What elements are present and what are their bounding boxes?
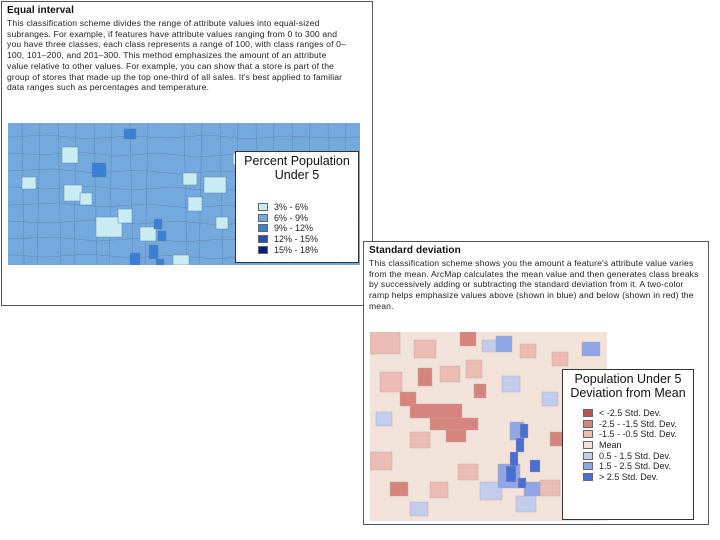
legend-item: 1.5 - 2.5 Std. Dev. xyxy=(583,461,677,472)
legend-swatch xyxy=(583,451,593,460)
equal-interval-legend-title: Percent Population Under 5 xyxy=(244,154,350,182)
standard-deviation-legend: Population Under 5 Deviation from Mean <… xyxy=(562,369,694,520)
equal-interval-panel: Equal interval This classification schem… xyxy=(1,1,373,306)
legend-item: 6% - 9% xyxy=(258,213,318,224)
equal-interval-title: Equal interval xyxy=(7,5,74,16)
standard-deviation-title: Standard deviation xyxy=(369,245,461,256)
legend-item: -2.5 - -1.5 Std. Dev. xyxy=(583,419,677,430)
legend-item: > 2.5 Std. Dev. xyxy=(583,472,677,483)
legend-item-label: Mean xyxy=(599,440,622,451)
legend-item-label: 3% - 6% xyxy=(274,202,309,213)
standard-deviation-legend-title: Population Under 5 Deviation from Mean xyxy=(570,372,686,400)
legend-item-label: 9% - 12% xyxy=(274,223,314,234)
county-map-std xyxy=(370,332,601,517)
legend-item-label: 15% - 18% xyxy=(274,244,319,255)
legend-item-label: -1.5 - -0.5 Std. Dev. xyxy=(599,429,677,440)
legend-item-label: > 2.5 Std. Dev. xyxy=(599,471,659,482)
legend-swatch xyxy=(583,462,593,471)
legend-swatch xyxy=(583,430,593,439)
legend-item-label: -2.5 - -1.5 Std. Dev. xyxy=(599,418,677,429)
legend-item-label: < -2.5 Std. Dev. xyxy=(599,408,662,419)
legend-item-label: 12% - 15% xyxy=(274,234,319,245)
legend-item: < -2.5 Std. Dev. xyxy=(583,408,677,419)
legend-item-label: 6% - 9% xyxy=(274,212,309,223)
equal-interval-description: This classification scheme divides the r… xyxy=(7,18,347,93)
legend-swatch xyxy=(583,441,593,450)
legend-swatch xyxy=(583,419,593,428)
standard-deviation-description: This classification scheme shows you the… xyxy=(369,258,699,311)
legend-swatch xyxy=(258,213,268,222)
legend-item: 9% - 12% xyxy=(258,223,318,234)
standard-deviation-panel: Standard deviation This classification s… xyxy=(363,241,709,525)
legend-item: 0.5 - 1.5 Std. Dev. xyxy=(583,450,677,461)
equal-interval-legend: Percent Population Under 5 3% - 6% 6% - … xyxy=(235,151,359,263)
legend-item: Mean xyxy=(583,440,677,451)
legend-item: 3% - 6% xyxy=(258,202,318,213)
legend-swatch xyxy=(258,203,268,212)
legend-item-label: 0.5 - 1.5 Std. Dev. xyxy=(599,450,671,461)
legend-swatch xyxy=(258,245,268,254)
legend-swatch xyxy=(583,472,593,481)
legend-swatch xyxy=(258,224,268,233)
legend-item: 12% - 15% xyxy=(258,234,318,245)
legend-swatch xyxy=(583,409,593,418)
legend-item: -1.5 - -0.5 Std. Dev. xyxy=(583,429,677,440)
legend-item: 15% - 18% xyxy=(258,244,318,255)
legend-item-label: 1.5 - 2.5 Std. Dev. xyxy=(599,461,671,472)
legend-swatch xyxy=(258,235,268,244)
